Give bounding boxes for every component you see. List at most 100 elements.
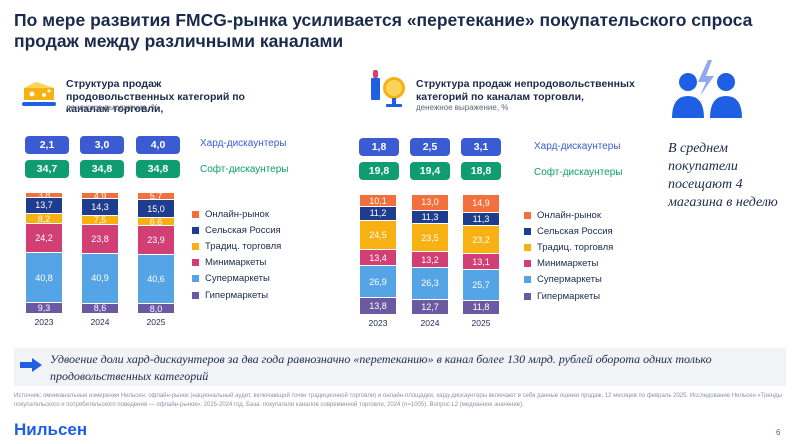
hard-badge-2023: 1,8 (359, 138, 399, 156)
bar-segment: 14,9 (463, 194, 499, 212)
data-label: 26,9 (369, 276, 387, 287)
soft-badge-2024: 19,4 (410, 162, 450, 180)
legend-item: Сельская Россия (524, 223, 613, 239)
legend-swatch (192, 275, 199, 283)
arrow-right-icon (20, 358, 42, 372)
legend-swatch (192, 226, 199, 234)
bar-segment: 13,2 (412, 251, 448, 268)
bar-segment: 26,3 (412, 267, 448, 299)
x-tick-label: 2023 (368, 318, 388, 328)
data-label: 14,9 (472, 198, 490, 209)
people-lightning-icon (672, 60, 742, 118)
bar-segment: 4,9 (82, 192, 118, 198)
cheese-icon (22, 82, 56, 106)
data-label: 23,5 (421, 232, 439, 243)
visits-note: В среднем покупатели посещают 4 магазина… (668, 141, 778, 210)
hard-label: Хард-дискаунтеры (200, 138, 287, 149)
legend-swatch (192, 291, 199, 299)
bar-segment: 6,6 (138, 217, 174, 226)
bar-segment: 40,6 (138, 254, 174, 304)
panel-2-title: Структура продаж непродовольственных кат… (416, 78, 635, 103)
data-label: 13,4 (369, 252, 387, 263)
data-label: 13,8 (369, 301, 387, 312)
bar-stack-2025: 8,0 40,6 23,9 6,6 15,0 5,7 (138, 192, 174, 313)
data-label: 26,3 (421, 278, 439, 289)
bar-segment: 10,1 (360, 194, 396, 207)
bar-segment: 8,0 (138, 303, 174, 313)
bar-segment: 7,5 (82, 215, 118, 225)
legend-label: Онлайн-рынок (205, 208, 269, 220)
legend-item: Гипермаркеты (192, 287, 281, 303)
hard-badge-2024: 2,5 (410, 138, 450, 156)
legend-swatch (524, 227, 531, 235)
data-label: 40,6 (147, 274, 165, 285)
panel-1-title: Структура продаж продовольственных катег… (66, 78, 245, 115)
legend-label: Традиц. торговля (205, 240, 282, 252)
bar-segment: 11,3 (412, 209, 448, 224)
hard-badge-2024: 3,0 (80, 136, 124, 154)
legend-label: Гипермаркеты (537, 290, 601, 302)
bar-segment: 23,2 (463, 225, 499, 254)
legend-item: Супермаркеты (524, 272, 613, 288)
legend: Онлайн-рынок Сельская Россия Традиц. торго… (192, 206, 281, 303)
data-label: 11,2 (369, 208, 387, 219)
bar-segment: 9,3 (26, 301, 62, 313)
legend-item: Традиц. торговля (192, 238, 281, 254)
x-tick-label: 2025 (146, 317, 166, 327)
soft-label: Софт-дискаунтеры (534, 167, 623, 178)
data-label: 11,3 (472, 214, 490, 225)
data-label: 23,9 (147, 235, 165, 246)
hard-badge-2025: 4,0 (136, 136, 180, 154)
legend-swatch (524, 260, 531, 268)
legend-item: Минимаркеты (192, 255, 281, 271)
data-label: 13,2 (421, 254, 439, 265)
source-note: Источник: омниканальные измерения Нильсе… (14, 393, 782, 408)
soft-badge-2025: 18,8 (461, 162, 501, 180)
legend-item: Сельская Россия (192, 222, 281, 238)
bar-segment: 40,8 (26, 252, 62, 302)
page-number: 6 (776, 428, 781, 437)
data-label: 8,6 (93, 303, 107, 313)
data-label: 6,6 (149, 217, 163, 226)
data-label: 12,7 (421, 301, 439, 312)
callout-text: Удвоение доли хард-дискаунтеров за два г… (50, 352, 712, 383)
legend-item: Онлайн-рынок (524, 207, 613, 223)
data-label: 4,9 (93, 192, 107, 198)
legend-swatch (192, 242, 199, 250)
legend-label: Сельская Россия (205, 224, 281, 236)
panel-2-subtitle: денежное выражение, % (416, 103, 509, 112)
data-label: 13,0 (421, 197, 439, 208)
bar-segment: 24,5 (360, 219, 396, 250)
data-label: 24,5 (369, 229, 387, 240)
legend-swatch (524, 211, 531, 219)
bar-segment: 14,3 (82, 197, 118, 216)
bar-stack-2024: 12,7 26,3 13,2 23,5 11,3 13,0 (412, 194, 448, 314)
legend-label: Традиц. торговля (537, 241, 614, 253)
bar-segment: 12,7 (412, 298, 448, 314)
legend-label: Минимаркеты (537, 258, 599, 270)
data-label: 9,3 (37, 302, 51, 313)
bar-segment: 8,2 (26, 213, 62, 224)
legend-label: Минимаркеты (205, 257, 267, 269)
legend-label: Супермаркеты (537, 274, 602, 286)
panel-1-subtitle: денежное выражение, % (66, 103, 159, 112)
soft-label: Софт-дискаунтеры (200, 164, 289, 175)
bar-segment: 11,3 (463, 211, 499, 226)
bar-segment: 23,8 (82, 224, 118, 254)
bar-segment: 23,9 (138, 225, 174, 255)
bar-segment: 3,8 (26, 192, 62, 197)
data-label: 23,8 (91, 234, 109, 245)
data-label: 13,1 (472, 256, 490, 267)
legend-item: Супермаркеты (192, 271, 281, 287)
data-label: 40,8 (35, 272, 53, 283)
data-label: 25,7 (472, 279, 490, 290)
legend-swatch (524, 243, 531, 251)
soft-badge-2023: 34,7 (25, 160, 69, 178)
page-title: По мере развития FMCG-рынка усиливается … (14, 10, 753, 51)
data-label: 15,0 (147, 203, 165, 214)
data-label: 24,2 (35, 233, 53, 244)
bar-segment: 40,9 (82, 253, 118, 303)
bar-segment: 13,8 (360, 297, 396, 314)
bar-segment: 8,6 (82, 302, 118, 313)
data-label: 3,8 (38, 193, 51, 197)
